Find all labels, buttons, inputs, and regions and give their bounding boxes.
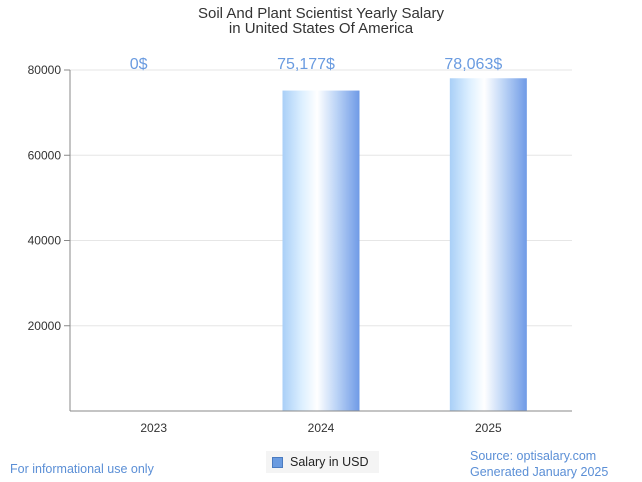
y-tick-label: 40000 xyxy=(28,234,62,248)
legend[interactable]: Salary in USD xyxy=(266,451,379,473)
chart-title-line-1: Soil And Plant Scientist Yearly Salary xyxy=(198,5,444,22)
data-label-2023: 0$ xyxy=(130,56,148,73)
data-labels: 0$ 75,177$ 78,063$ xyxy=(130,56,503,73)
x-tick-label: 2025 xyxy=(475,421,502,435)
bars xyxy=(282,78,527,411)
axes: 20000 40000 60000 80000 2023 2024 2025 xyxy=(28,63,572,435)
data-label-2025: 78,063$ xyxy=(444,56,502,73)
bar-2025[interactable] xyxy=(449,78,527,411)
x-tick-label: 2023 xyxy=(140,421,167,435)
chart-title-line-2: in United States Of America xyxy=(229,20,414,37)
legend-label: Salary in USD xyxy=(290,455,369,469)
bar-2024[interactable] xyxy=(282,90,360,411)
y-tick-label: 20000 xyxy=(28,319,62,333)
legend-swatch xyxy=(272,456,283,468)
source-link[interactable]: Source: optisalary.com xyxy=(470,449,597,463)
source-block: Source: optisalary.com Generated January… xyxy=(470,448,608,480)
generated-date: Generated January 2025 xyxy=(470,465,609,479)
x-tick-label: 2024 xyxy=(308,421,335,435)
disclaimer-text: For informational use only xyxy=(10,462,154,476)
y-tick-label: 80000 xyxy=(28,63,62,77)
y-tick-label: 60000 xyxy=(28,148,62,162)
data-label-2024: 75,177$ xyxy=(277,56,335,73)
